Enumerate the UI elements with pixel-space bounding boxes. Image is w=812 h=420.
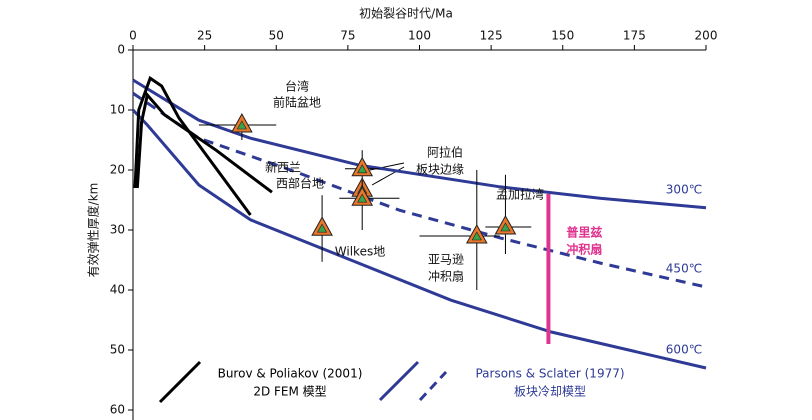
y-tick-label: 60 [110, 403, 125, 417]
x-tick-label: 175 [623, 29, 646, 43]
y-tick-label: 20 [110, 163, 125, 177]
y-tick-label: 40 [110, 283, 125, 297]
y-tick-label: 10 [110, 103, 125, 117]
legend-label: 2D FEM 模型 [253, 385, 326, 399]
x-axis-title: 初始裂谷时代/Ma [359, 7, 453, 21]
x-tick-label: 100 [408, 29, 431, 43]
legend-label: Burov & Poliakov (2001) [218, 367, 363, 381]
marker-inner [357, 164, 368, 174]
series-line [135, 91, 273, 194]
marker-inner [317, 223, 328, 233]
annotation: 西部台地 [276, 176, 324, 191]
series-label: 600℃ [666, 343, 702, 357]
x-tick-label: 125 [480, 29, 503, 43]
marker-inner [500, 222, 511, 232]
annotation: 亚马逊 [428, 253, 464, 267]
annotation: Wilkes地 [335, 245, 385, 259]
legend-label: 板块冷却模型 [514, 385, 586, 399]
y-axis-title: 有效弹性厚度/km [86, 183, 101, 278]
marker-inner [471, 231, 482, 241]
annotation: 前陆盆地 [273, 95, 321, 110]
x-tick-label: 200 [695, 29, 718, 43]
legend-line [158, 360, 202, 404]
series-line [132, 91, 707, 289]
series-line [131, 108, 707, 370]
legend-line [418, 370, 448, 402]
annotation: 冲积扇 [428, 269, 464, 284]
range-bar-label: 普里兹 [566, 225, 602, 240]
x-tick-label: 75 [340, 29, 355, 43]
legend-label: Parsons & Sclater (1977) [475, 367, 624, 381]
annotation: 台湾 [285, 79, 309, 94]
series-line [132, 78, 707, 210]
x-tick-label: 150 [551, 29, 574, 43]
marker-inner [357, 193, 368, 203]
series-label: 450℃ [666, 262, 702, 276]
annotation: 新西兰 [265, 160, 301, 175]
legend-line [378, 360, 420, 402]
range-bar-label: 冲积扇 [566, 242, 602, 257]
y-tick-label: 0 [117, 43, 125, 57]
x-tick-label: 0 [129, 29, 137, 43]
marker-inner [236, 120, 247, 130]
annotation: 板块边缘 [416, 163, 464, 177]
series-label: 300℃ [666, 182, 702, 196]
annotation: 孟加拉湾 [496, 187, 544, 202]
x-tick-label: 50 [269, 29, 284, 43]
y-tick-label: 30 [110, 223, 125, 237]
x-tick-label: 25 [197, 29, 212, 43]
annotation: 阿拉伯 [427, 145, 463, 160]
y-tick-label: 50 [110, 343, 125, 357]
